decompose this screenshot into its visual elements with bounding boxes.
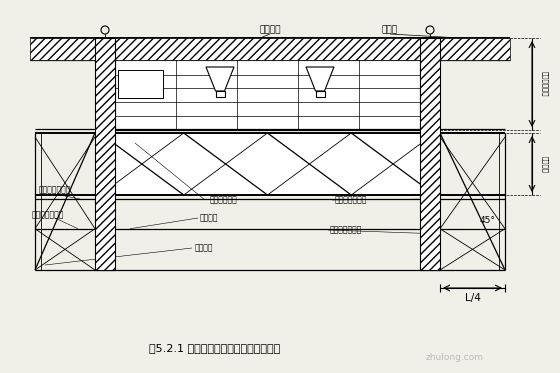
Text: 斜撑支撑钢牛腿: 斜撑支撑钢牛腿: [32, 210, 64, 219]
Text: 筒仓顶板: 筒仓顶板: [259, 25, 281, 34]
Text: 支模操作空间: 支模操作空间: [542, 71, 548, 97]
Text: 滑模平台桁架: 滑模平台桁架: [210, 195, 238, 204]
Text: L/4: L/4: [465, 293, 480, 303]
Polygon shape: [306, 67, 334, 91]
Bar: [216, 91, 225, 97]
Text: 桁架支撑钢牛腿: 桁架支撑钢牛腿: [39, 185, 71, 194]
Bar: [115, 133, 420, 195]
Text: 图5.2.1 滑模平台及筒仓顶板支撑示意图: 图5.2.1 滑模平台及筒仓顶板支撑示意图: [150, 343, 281, 353]
Text: 加固斜撑: 加固斜撑: [195, 244, 213, 253]
Bar: [95, 38, 115, 270]
Bar: [315, 91, 324, 97]
Text: 桁架支撑钢牛腿: 桁架支撑钢牛腿: [335, 195, 367, 204]
Bar: [420, 38, 440, 270]
Text: 加固搁条: 加固搁条: [200, 213, 218, 223]
Text: 45°: 45°: [479, 216, 495, 225]
Text: 斜撑支撑钢牛腿: 斜撑支撑钢牛腿: [330, 226, 362, 235]
Bar: [118, 70, 163, 98]
Text: 滑模梁: 滑模梁: [133, 79, 147, 88]
Text: 外挑架: 外挑架: [382, 25, 398, 34]
Bar: [115, 60, 420, 130]
Text: zhulong.com: zhulong.com: [426, 352, 484, 361]
Bar: [30, 38, 510, 60]
Bar: [95, 38, 115, 270]
Bar: [420, 38, 440, 270]
Polygon shape: [206, 67, 234, 91]
Text: 桁架高度: 桁架高度: [542, 156, 548, 172]
